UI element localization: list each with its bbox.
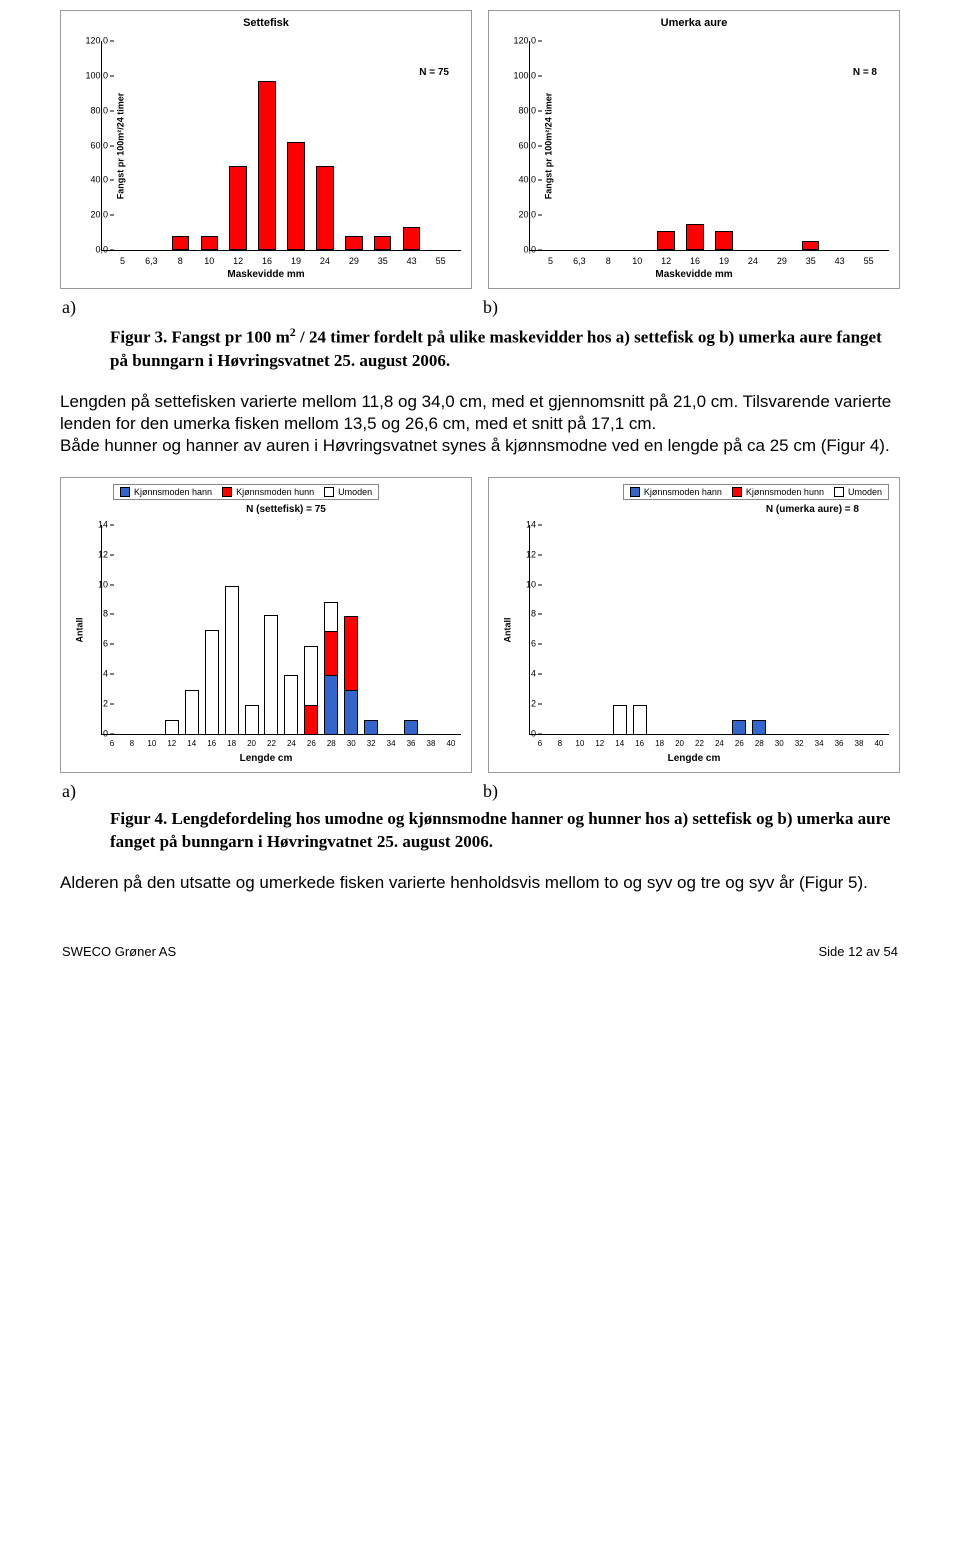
paragraph-3: Alderen på den utsatte og umerkede fiske… bbox=[60, 872, 900, 894]
plot-area: 0246810121468101214161820222426283032343… bbox=[101, 525, 461, 735]
ab-labels-2: a) b) bbox=[62, 781, 898, 802]
label-a: a) bbox=[62, 297, 76, 318]
y-axis-label: Antall bbox=[75, 617, 85, 642]
top-chart-row: Settefisk Fangst pr 100m²/24 timer N = 7… bbox=[60, 10, 900, 289]
chart-title: Umerka aure bbox=[489, 11, 899, 31]
footer-right: Side 12 av 54 bbox=[818, 944, 898, 959]
legend: Kjønnsmoden hannKjønnsmoden hunnUmoden bbox=[623, 484, 889, 500]
chart-umerka: Umerka aure Fangst pr 100m²/24 timer N =… bbox=[488, 10, 900, 289]
footer: SWECO Grøner AS Side 12 av 54 bbox=[0, 944, 960, 975]
n-annotation: N (settefisk) = 75 bbox=[101, 504, 471, 515]
chart-settefisk: Settefisk Fangst pr 100m²/24 timer N = 7… bbox=[60, 10, 472, 289]
x-axis-label: Maskevidde mm bbox=[489, 269, 899, 280]
caption-figur3: Figur 3. Fangst pr 100 m2 / 24 timer for… bbox=[110, 324, 900, 373]
chart-title: Settefisk bbox=[61, 11, 471, 31]
bottom-chart-row: Kjønnsmoden hannKjønnsmoden hunnUmoden N… bbox=[60, 477, 900, 773]
n-annotation: N (umerka aure) = 8 bbox=[529, 504, 859, 515]
footer-left: SWECO Grøner AS bbox=[62, 944, 176, 959]
legend: Kjønnsmoden hannKjønnsmoden hunnUmoden bbox=[113, 484, 379, 500]
paragraph-1: Lengden på settefisken varierte mellom 1… bbox=[60, 391, 900, 457]
histo-umerka: Kjønnsmoden hannKjønnsmoden hunnUmoden N… bbox=[488, 477, 900, 773]
x-axis-label: Maskevidde mm bbox=[61, 269, 471, 280]
plot-area: 0246810121468101214161820222426283032343… bbox=[529, 525, 889, 735]
x-axis-label: Lengde cm bbox=[489, 753, 899, 764]
label-a: a) bbox=[62, 781, 76, 802]
histo-settefisk: Kjønnsmoden hannKjønnsmoden hunnUmoden N… bbox=[60, 477, 472, 773]
label-b: b) bbox=[483, 297, 498, 318]
ab-labels-1: a) b) bbox=[62, 297, 898, 318]
label-b: b) bbox=[483, 781, 498, 802]
y-axis-label: Antall bbox=[503, 617, 513, 642]
plot-area: N = 75 0,020,040,060,080,0100,0120,056,3… bbox=[101, 41, 461, 251]
caption-figur4: Figur 4. Lengdefordeling hos umodne og k… bbox=[110, 808, 900, 854]
x-axis-label: Lengde cm bbox=[61, 753, 471, 764]
plot-area: N = 8 0,020,040,060,080,0100,0120,056,38… bbox=[529, 41, 889, 251]
